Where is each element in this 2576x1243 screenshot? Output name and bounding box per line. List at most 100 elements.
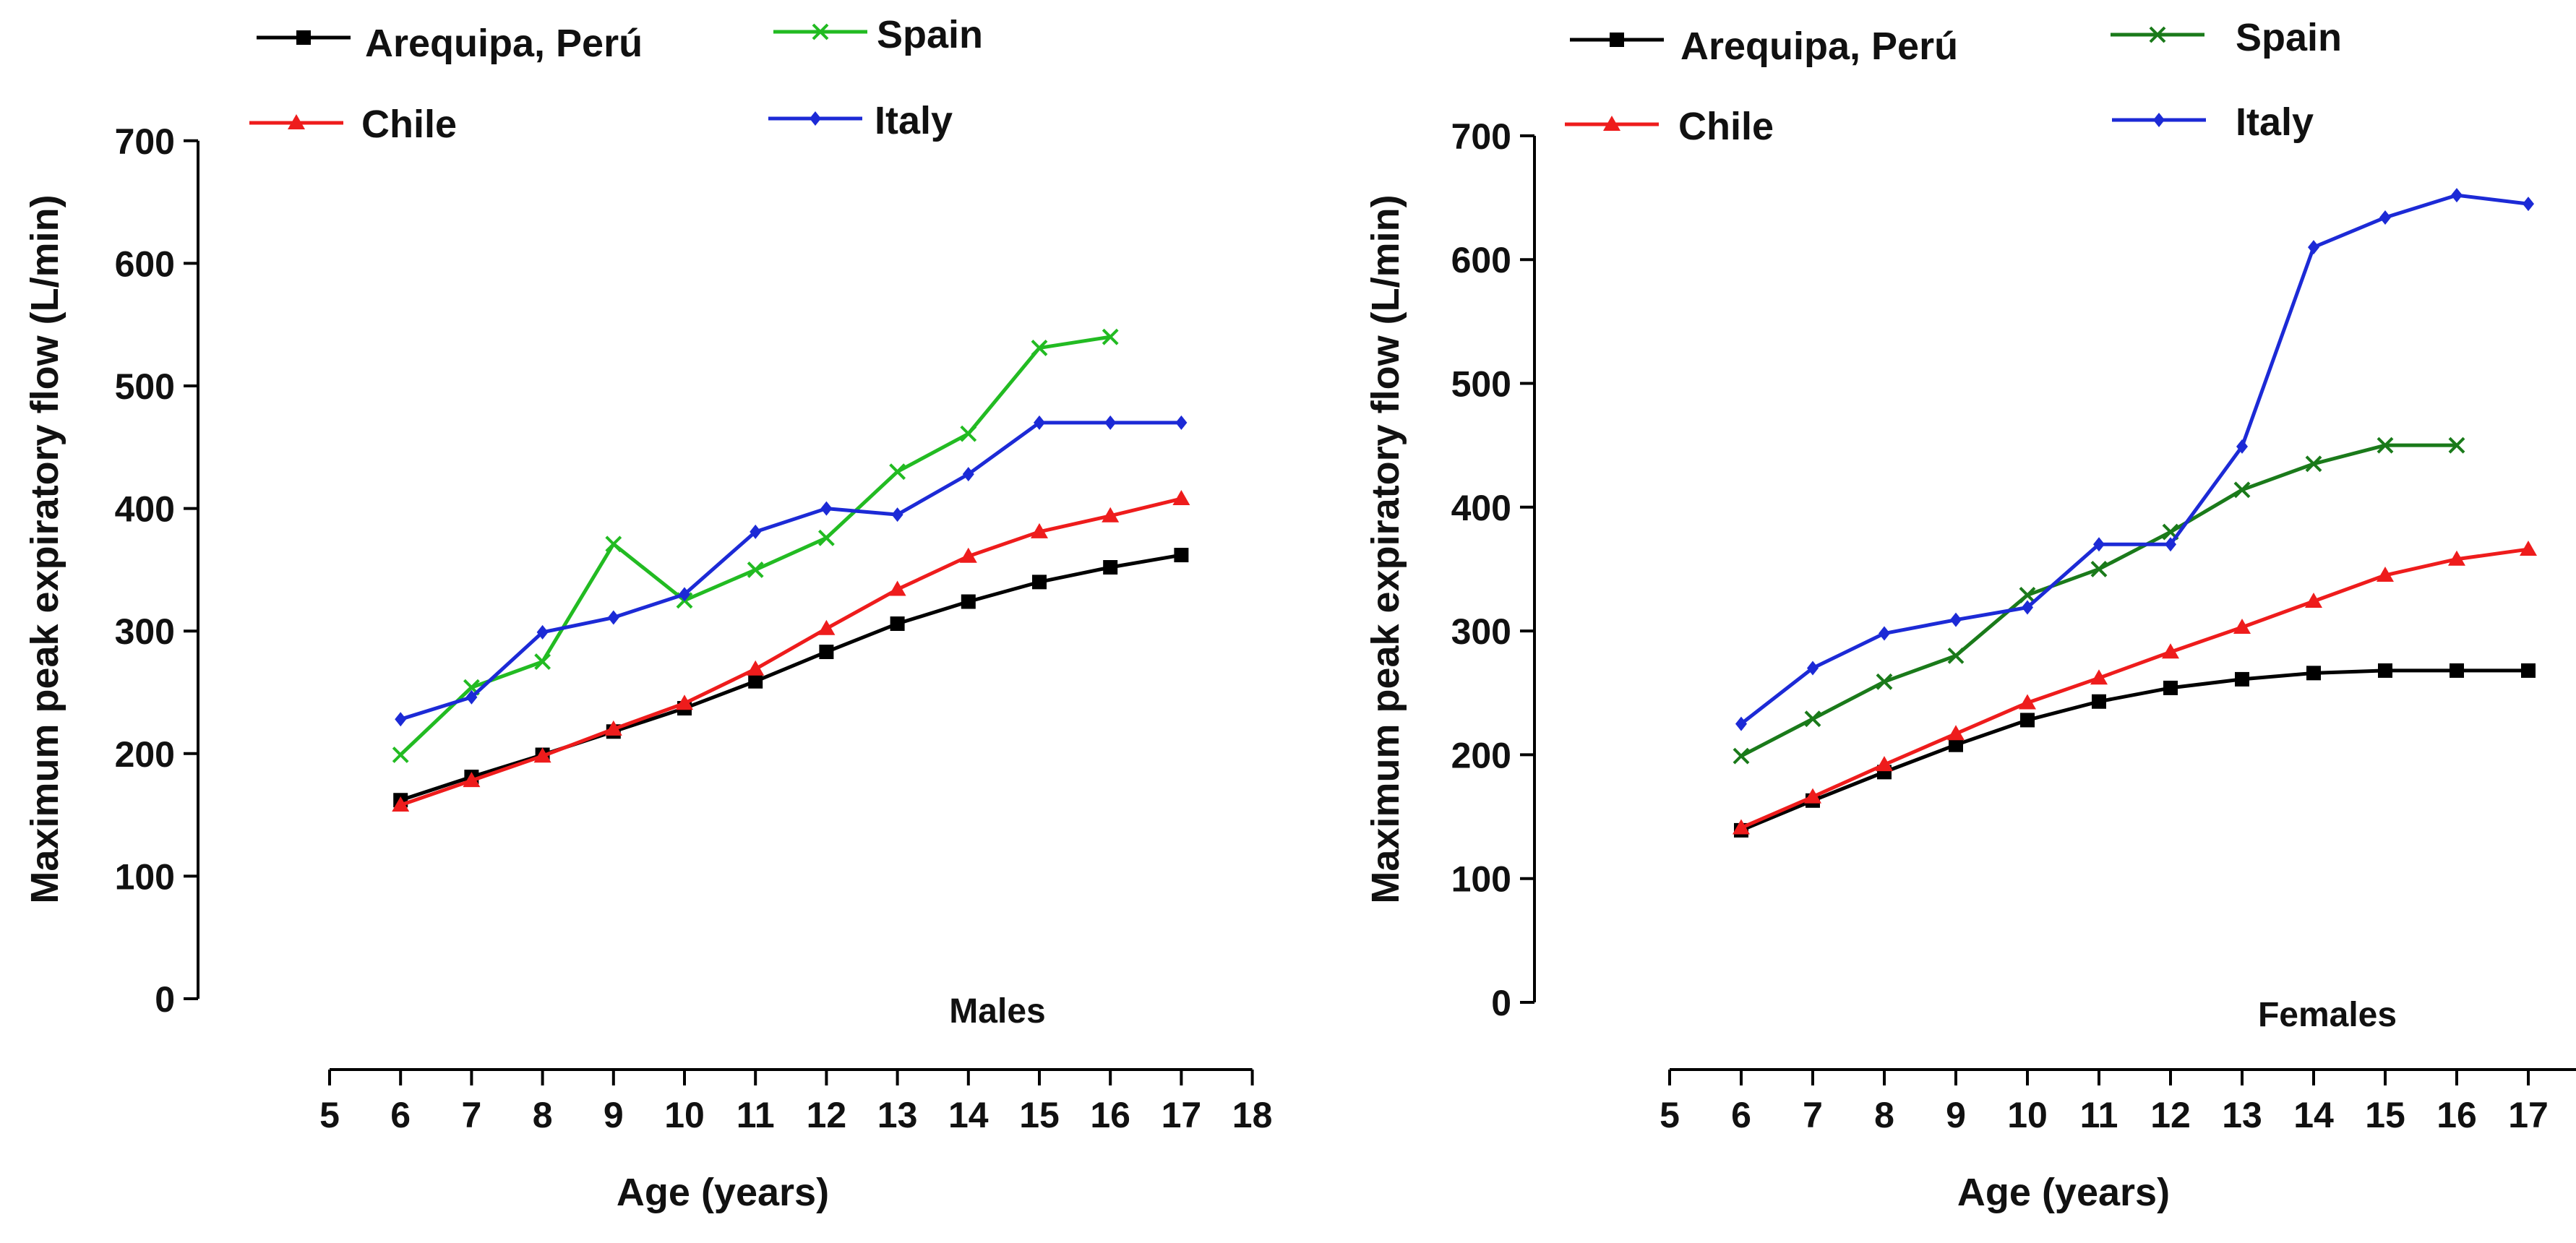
x-tick-label: 13: [2222, 1095, 2262, 1135]
data-point-1: [1804, 788, 1821, 804]
x-axis-title: Age (years): [617, 1171, 829, 1214]
data-point-3: [2022, 600, 2033, 615]
legend-label: Spain: [877, 13, 983, 56]
data-point-0: [1103, 560, 1118, 575]
y-tick-label: 700: [115, 121, 175, 162]
y-tick-label: 200: [115, 734, 175, 775]
y-tick-label: 100: [1451, 859, 1511, 900]
x-tick-label: 12: [807, 1095, 847, 1135]
panel-label: Females: [2258, 996, 2397, 1034]
data-point-3: [536, 624, 549, 640]
x-tick-label: 8: [1874, 1095, 1894, 1135]
data-point-1: [2162, 643, 2179, 659]
x-tick-label: 7: [1803, 1095, 1823, 1135]
legend-label: Arequipa, Perú: [1680, 25, 1958, 68]
x-tick-label: 14: [2293, 1095, 2334, 1135]
x-tick-label: 9: [1946, 1095, 1966, 1135]
data-point-2: [889, 463, 906, 481]
y-tick-label: 500: [1451, 364, 1511, 405]
data-point-2: [392, 747, 409, 763]
data-point-0: [1032, 575, 1047, 590]
y-tick-label: 200: [1451, 735, 1511, 775]
data-point-0: [2020, 713, 2035, 728]
legend-marker: [1603, 116, 1620, 131]
x-tick-label: 18: [1232, 1095, 1273, 1135]
y-tick-label: 600: [115, 244, 175, 284]
data-point-0: [748, 674, 763, 689]
y-tick-label: 0: [1491, 983, 1511, 1023]
data-point-2: [605, 536, 622, 553]
y-axis-title: Maximum peak expiratory flow (L/min): [1364, 194, 1407, 903]
data-point-1: [1172, 490, 1190, 506]
data-point-1: [2090, 669, 2108, 685]
data-point-1: [747, 660, 765, 676]
data-point-2: [1876, 673, 1893, 690]
data-point-0: [2306, 666, 2321, 681]
data-point-3: [1034, 415, 1045, 430]
data-point-2: [2090, 561, 2108, 577]
legend-marker: [296, 30, 311, 45]
data-point-3: [2308, 240, 2319, 255]
x-tick-label: 17: [1162, 1095, 1202, 1135]
data-point-2: [1733, 747, 1750, 765]
data-point-1: [959, 547, 977, 563]
x-tick-label: 10: [664, 1095, 705, 1135]
data-point-0: [2450, 663, 2464, 678]
legend-marker: [2149, 26, 2166, 43]
data-point-1: [533, 747, 551, 763]
x-tick-label: 15: [1019, 1095, 1060, 1135]
series-line-2: [1740, 443, 2457, 758]
data-point-1: [676, 694, 693, 710]
data-point-1: [604, 720, 622, 736]
legend-label: Italy: [875, 99, 953, 142]
data-point-0: [2235, 671, 2249, 687]
x-tick-label: 11: [2080, 1095, 2118, 1135]
data-point-2: [1804, 710, 1821, 728]
x-tick-label: 9: [604, 1095, 624, 1135]
x-tick-label: 7: [461, 1095, 481, 1135]
data-point-3: [2523, 197, 2534, 212]
data-point-3: [1104, 415, 1117, 430]
x-tick-label: 11: [737, 1095, 775, 1135]
legend-marker: [2153, 113, 2165, 127]
data-point-2: [1031, 340, 1048, 356]
data-point-1: [2377, 567, 2394, 582]
data-point-0: [2521, 663, 2536, 678]
data-point-0: [819, 645, 834, 660]
y-tick-label: 600: [1451, 240, 1511, 280]
data-point-1: [2448, 550, 2465, 566]
x-tick-label: 16: [1090, 1095, 1130, 1135]
data-point-3: [2379, 210, 2391, 225]
y-tick-label: 100: [115, 856, 175, 897]
data-point-2: [2305, 455, 2322, 473]
data-point-1: [1733, 819, 1750, 835]
legend-label: Chile: [361, 103, 457, 146]
y-tick-label: 700: [1451, 116, 1511, 157]
data-point-1: [817, 619, 836, 635]
data-point-3: [1950, 612, 1962, 627]
data-point-0: [2092, 694, 2106, 709]
data-point-3: [1735, 716, 1747, 731]
data-point-2: [2233, 481, 2251, 499]
x-tick-label: 16: [2437, 1095, 2477, 1135]
data-point-1: [463, 772, 481, 788]
series-line-3: [400, 421, 1182, 721]
data-point-0: [2163, 680, 2178, 695]
data-point-2: [2448, 436, 2465, 454]
legend-marker: [810, 111, 821, 126]
series-line-1: [1740, 547, 2529, 830]
data-point-2: [2377, 436, 2394, 454]
data-point-3: [2236, 439, 2248, 454]
data-point-3: [2093, 537, 2105, 552]
data-point-3: [750, 524, 762, 539]
data-point-3: [395, 712, 407, 727]
data-point-0: [2378, 663, 2392, 678]
x-tick-label: 12: [2150, 1095, 2191, 1135]
series-line-1: [400, 496, 1182, 807]
data-point-0: [1174, 548, 1189, 563]
data-point-3: [1879, 626, 1890, 641]
data-point-3: [465, 689, 478, 705]
x-tick-label: 5: [1660, 1095, 1680, 1135]
legend-marker: [812, 23, 829, 40]
